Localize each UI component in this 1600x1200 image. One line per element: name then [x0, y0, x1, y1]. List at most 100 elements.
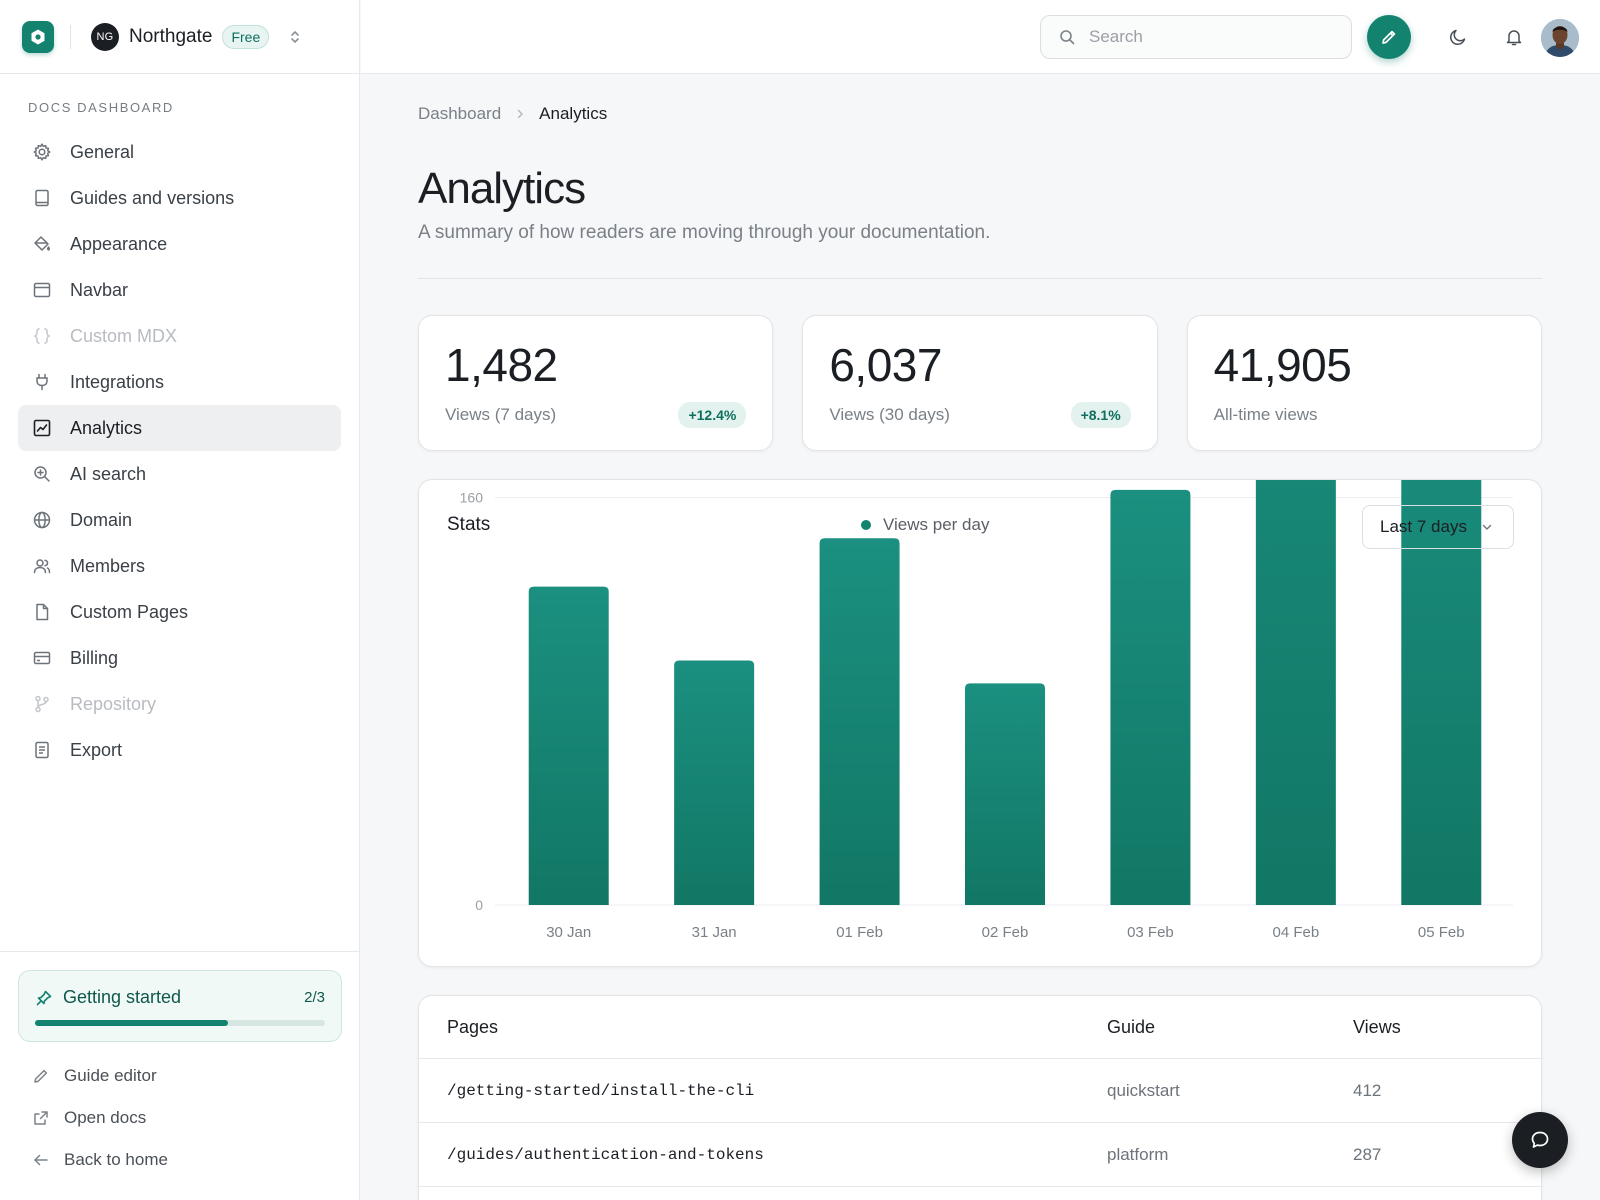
sidebar-item-label: Analytics: [70, 417, 143, 438]
sidebar-item-general[interactable]: General: [18, 129, 341, 175]
chart-bar[interactable]: [528, 586, 609, 905]
arrow-left-icon: [32, 1151, 50, 1169]
sidebar-nav: DOCS DASHBOARD General Guides and versio…: [0, 74, 359, 773]
chart-title: Stats: [447, 514, 491, 535]
stat-change-badge: +12.4%: [678, 402, 747, 428]
main-content: Dashboard Analytics Analytics A summary …: [418, 74, 1542, 1200]
stat-cards: 1,482 Views (7 days) +12.4% 6,037 Views …: [418, 315, 1542, 451]
edit-button[interactable]: [1367, 15, 1411, 59]
sidebar-item-label: Integrations: [70, 371, 165, 392]
pages-table: Pages Guide Views /getting-started/insta…: [418, 995, 1542, 1200]
user-avatar-image: [1541, 19, 1579, 57]
legend-dot: [861, 520, 871, 530]
browser-window-icon: [32, 280, 52, 300]
plan-badge: Free: [222, 24, 270, 49]
page-path[interactable]: /getting-started/install-the-cli: [447, 1081, 755, 1100]
legend-label: Views per day: [883, 515, 990, 534]
chart-bar[interactable]: [965, 683, 1045, 905]
stat-card-views-30-days: 6,037 Views (30 days) +8.1%: [802, 315, 1158, 451]
table-row[interactable]: /guides/authentication-and-tokens platfo…: [419, 1123, 1541, 1187]
column-header-pages: Pages: [447, 1016, 499, 1037]
globe-icon: [32, 510, 52, 530]
sidebar-item-appearance[interactable]: Appearance: [18, 221, 341, 267]
table-row[interactable]: /getting-started/install-the-cli quickst…: [419, 1059, 1541, 1123]
sidebar-item-label: Billing: [70, 647, 119, 668]
chat-button[interactable]: [1512, 1112, 1568, 1168]
back-to-home-link[interactable]: Back to home: [18, 1139, 342, 1181]
sidebar-item-ai-search[interactable]: AI search: [18, 451, 341, 497]
chart-bar[interactable]: [819, 538, 900, 905]
date-range-value: Last 7 days: [1380, 517, 1467, 536]
open-docs-link[interactable]: Open docs: [18, 1097, 342, 1139]
sidebar-item-analytics[interactable]: Analytics: [18, 405, 341, 451]
pencil-icon: [32, 1067, 50, 1085]
sidebar-item-custom-pages[interactable]: Custom Pages: [18, 589, 341, 635]
view-count: 412: [1353, 1080, 1382, 1100]
search-input[interactable]: [1089, 27, 1319, 47]
chart-bar[interactable]: [674, 660, 755, 906]
sidebar-item-custom-mdx[interactable]: Custom MDX: [18, 313, 341, 359]
stat-card-all-time-views: 41,905 All-time views: [1186, 315, 1542, 451]
chevron-right-icon: [515, 109, 525, 119]
getting-started-card[interactable]: Getting started 2/3: [18, 970, 342, 1042]
nav-section-title: DOCS DASHBOARD: [28, 100, 174, 115]
bell-icon: [1506, 30, 1522, 46]
header-divider: [70, 24, 71, 49]
chart-bar[interactable]: [1401, 480, 1482, 905]
sidebar: NG Northgate Free DOCS DASHBOARD General…: [0, 0, 360, 1200]
sidebar-item-domain[interactable]: Domain: [18, 497, 341, 543]
table-header-row: Pages Guide Views: [419, 996, 1541, 1059]
sidebar-item-navbar[interactable]: Navbar: [18, 267, 341, 313]
x-tick-label: 02 Feb: [982, 924, 1029, 941]
git-branch-icon: [32, 694, 52, 714]
external-link-icon: [32, 1109, 50, 1127]
getting-started-progress: [35, 1020, 325, 1026]
sidebar-header: NG Northgate Free: [0, 0, 359, 74]
sidebar-item-label: Custom MDX: [70, 325, 178, 346]
org-name[interactable]: Northgate: [129, 25, 213, 47]
guide-editor-link[interactable]: Guide editor: [18, 1055, 342, 1097]
getting-started-progress-fill: [35, 1020, 229, 1026]
user-avatar[interactable]: [1541, 19, 1579, 57]
users-icon: [32, 556, 52, 576]
stat-value: 6,037: [829, 339, 942, 391]
sidebar-item-label: Navbar: [70, 279, 129, 300]
sidebar-item-guides[interactable]: Guides and versions: [18, 175, 341, 221]
theme-toggle-button[interactable]: [1446, 25, 1470, 49]
breadcrumb-link-dashboard[interactable]: Dashboard: [418, 104, 502, 123]
sidebar-item-members[interactable]: Members: [18, 543, 341, 589]
search-box[interactable]: [1040, 15, 1352, 59]
guide-editor-label: Guide editor: [64, 1066, 157, 1085]
sidebar-item-label: AI search: [70, 463, 147, 484]
page-title: Analytics: [418, 164, 586, 213]
stat-card-views-7-days: 1,482 Views (7 days) +12.4%: [418, 315, 774, 451]
topbar: [361, 0, 1600, 74]
chart-legend: Views per day: [861, 515, 989, 535]
page-path[interactable]: /guides/authentication-and-tokens: [447, 1145, 764, 1164]
sidebar-item-repository[interactable]: Repository: [18, 681, 341, 727]
page-subtitle: A summary of how readers are moving thro…: [418, 222, 991, 243]
x-tick-label: 03 Feb: [1127, 924, 1174, 941]
sidebar-item-label: Appearance: [70, 233, 168, 254]
chart-bar[interactable]: [1110, 489, 1191, 905]
getting-started-count: 2/3: [304, 989, 325, 1006]
file-icon: [32, 602, 52, 622]
credit-card-icon: [32, 648, 52, 668]
stat-value: 41,905: [1213, 339, 1352, 391]
sidebar-item-billing[interactable]: Billing: [18, 635, 341, 681]
chart-line-icon: [32, 418, 52, 438]
getting-started-title: Getting started: [63, 987, 182, 1007]
date-range-select[interactable]: Last 7 days: [1362, 505, 1514, 549]
chart-bar[interactable]: [1255, 480, 1336, 905]
sidebar-item-integrations[interactable]: Integrations: [18, 359, 341, 405]
org-avatar[interactable]: NG: [91, 22, 119, 51]
org-switcher-chevron-icon[interactable]: [289, 29, 301, 45]
sidebar-item-label: Export: [70, 739, 123, 760]
sidebar-item-label: General: [70, 141, 135, 162]
moon-icon: [1450, 29, 1466, 45]
sidebar-item-export[interactable]: Export: [18, 727, 341, 773]
app-logo[interactable]: [22, 20, 54, 53]
notifications-button[interactable]: [1502, 25, 1526, 49]
